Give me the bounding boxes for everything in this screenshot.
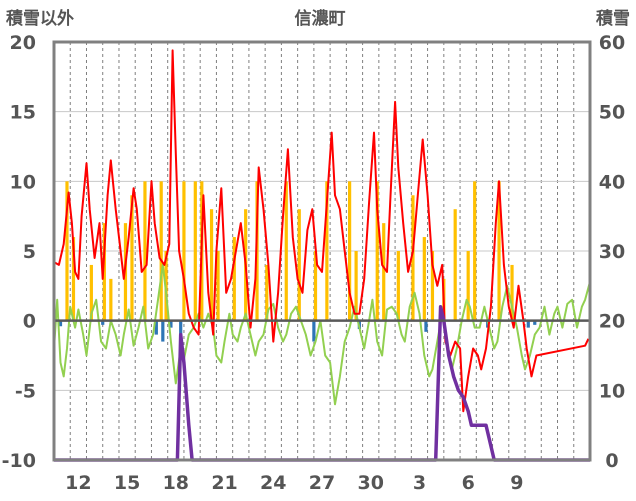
precipitation-bar (209, 209, 214, 321)
precipitation-bar (396, 251, 400, 321)
precipitation-bar (101, 320, 105, 325)
precipitation-bar (71, 237, 76, 321)
precipitation-bar (510, 264, 514, 321)
right-tick-label: 50 (599, 102, 625, 124)
precipitation-bar (193, 181, 197, 321)
left-tick-label: 5 (23, 241, 36, 263)
axes: -10 -5 0 5 10 15 20 0 10 20 30 40 50 60 12 15 18 21 24 27 30… (2, 32, 626, 494)
x-tick-label: 6 (462, 472, 475, 494)
precipitation-bar (375, 181, 379, 321)
precipitation-bar (216, 251, 220, 321)
precipitation-bar (284, 181, 288, 321)
precipitation-bar (382, 223, 386, 321)
precipitation-bar (109, 278, 113, 321)
precipitation-bar (411, 195, 415, 321)
precipitation-bar (348, 181, 352, 321)
other-series-line (53, 263, 591, 406)
precipitation-bar (466, 251, 470, 321)
right-tick-label: 20 (599, 311, 625, 333)
precipitation-bar (526, 320, 530, 328)
right-tick-label: 30 (599, 241, 625, 263)
plot-area (53, 49, 591, 462)
x-tick-label: 24 (260, 472, 286, 494)
right-tick-label: 0 (605, 450, 618, 472)
x-tick-label: 27 (309, 472, 335, 494)
left-tick-label: 10 (10, 171, 36, 193)
precipitation-bar (497, 181, 501, 321)
left-axis-label: 積雪以外 (6, 8, 74, 29)
precipitation-bar (473, 181, 477, 321)
x-tick-label: 21 (211, 472, 237, 494)
precipitation-bar (159, 181, 163, 321)
temperature-series-line (53, 49, 590, 413)
x-tick-label: 3 (413, 472, 426, 494)
precipitation-bar (354, 251, 358, 321)
x-tick-label: 12 (65, 472, 91, 494)
left-tick-label: 15 (10, 102, 36, 124)
precipitation-bar (102, 223, 106, 321)
x-tick-label: 9 (510, 472, 523, 494)
precipitation-bar (422, 237, 426, 321)
plot-frame (52, 40, 592, 462)
precipitation-bar (232, 237, 236, 321)
x-tick-label: 30 (358, 472, 384, 494)
precipitation-bar (154, 320, 158, 335)
precipitation-bar (424, 320, 428, 332)
precipitation-bar (325, 181, 329, 321)
right-tick-label: 40 (599, 171, 625, 193)
precipitation-bar (65, 181, 69, 321)
gridlines (54, 42, 590, 460)
x-tick-label: 15 (114, 472, 140, 494)
precipitation-bar (89, 264, 93, 321)
left-tick-label: 20 (10, 32, 36, 54)
precipitation-bar (313, 251, 318, 321)
precipitation-bar (312, 320, 316, 342)
precipitation-bar (169, 320, 173, 328)
precipitation-bar (297, 209, 301, 321)
left-tick-label: -5 (15, 380, 36, 402)
precipitation-bar (58, 320, 63, 327)
precipitation-bar (430, 251, 435, 321)
snow-depth-series-line (54, 304, 590, 462)
precipitation-bar (533, 320, 537, 325)
right-axis-label: 積雪 (596, 8, 630, 29)
right-tick-label: 60 (599, 32, 625, 54)
precipitation-bar (453, 209, 457, 321)
precipitation-bar (130, 195, 134, 321)
precipitation-bar (179, 320, 183, 335)
chart-title: 信濃町 (295, 8, 346, 29)
precipitation-bar (161, 320, 165, 342)
x-tick-label: 18 (163, 472, 189, 494)
precipitation-bar (265, 264, 269, 321)
precipitation-bar (182, 181, 186, 321)
left-tick-label: 0 (23, 311, 36, 333)
precipitation-bar (143, 181, 147, 321)
left-tick-label: -10 (2, 450, 36, 472)
right-tick-label: 10 (599, 380, 625, 402)
